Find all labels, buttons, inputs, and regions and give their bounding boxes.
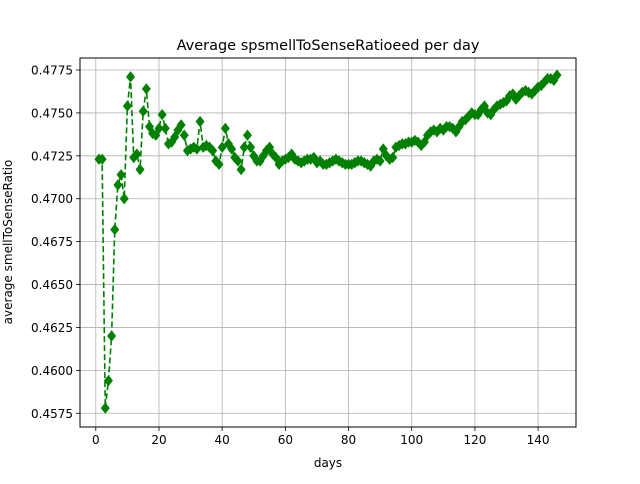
data-point-marker: [132, 148, 142, 160]
data-point-marker: [419, 136, 429, 148]
data-point-marker: [116, 169, 126, 181]
data-point-marker: [119, 193, 129, 205]
data-point-marker: [552, 69, 562, 81]
data-point-marker: [141, 83, 151, 95]
grid-lines: [80, 58, 576, 427]
y-tick-label: 0.4700: [31, 192, 73, 206]
y-tick-label: 0.4600: [31, 364, 73, 378]
data-point-marker: [138, 105, 148, 117]
data-point-marker: [233, 155, 243, 167]
data-point-marker: [227, 143, 237, 155]
plot-frame: [79, 57, 577, 428]
x-tick-label: 0: [92, 433, 100, 447]
x-axis-label: days: [314, 456, 342, 470]
y-tick-label: 0.4675: [31, 235, 73, 249]
y-tick-label: 0.4575: [31, 407, 73, 421]
data-point-marker: [100, 402, 110, 414]
chart-title: Average spsmellToSenseRatioeed per day: [177, 38, 480, 54]
data-point-marker: [479, 100, 489, 112]
data-point-marker: [122, 100, 132, 112]
data-point-marker: [176, 119, 186, 131]
data-point-marker: [97, 153, 107, 165]
x-tick-label: 120: [463, 433, 486, 447]
data-point-marker: [157, 108, 167, 121]
y-tick-label: 0.4625: [31, 321, 73, 335]
data-point-marker: [214, 158, 224, 171]
data-point-marker: [110, 223, 120, 236]
data-point-marker: [239, 141, 249, 153]
data-point-marker: [208, 145, 218, 157]
data-point-marker: [220, 122, 230, 135]
y-tick-label: 0.4775: [31, 64, 73, 78]
y-tick-label: 0.4725: [31, 149, 73, 163]
data-point-marker: [160, 122, 170, 135]
data-point-marker: [217, 141, 227, 153]
axis-ticks: 0 20 40 60 80 100 120 140 0.4575 0.4600 0.4625 0.46…: [31, 64, 550, 447]
y-tick-label: 0.4750: [31, 106, 73, 120]
data-point-marker: [236, 163, 246, 176]
data-point-marker: [179, 129, 189, 141]
data-point-marker: [265, 141, 275, 153]
x-tick-label: 80: [341, 433, 356, 447]
data-point-marker: [375, 155, 385, 167]
data-point-marker: [271, 151, 281, 164]
data-point-marker: [242, 129, 252, 141]
data-point-marker: [113, 179, 123, 191]
x-tick-label: 20: [151, 433, 166, 447]
data-point-marker: [170, 131, 180, 143]
x-tick-label: 140: [527, 433, 550, 447]
data-point-marker: [195, 115, 205, 128]
data-point-marker: [378, 143, 388, 155]
data-point-marker: [246, 141, 256, 153]
x-tick-label: 40: [215, 433, 230, 447]
data-point-marker: [135, 163, 145, 176]
y-axis-label: average smellToSenseRatio: [1, 160, 15, 325]
data-point-marker: [107, 330, 117, 342]
data-point-marker: [154, 122, 164, 135]
x-tick-label: 60: [278, 433, 293, 447]
data-point-marker: [144, 121, 155, 133]
y-tick-label: 0.4650: [31, 278, 73, 292]
series-layer: [94, 69, 562, 414]
data-point-marker: [103, 375, 113, 387]
data-point-marker: [388, 151, 398, 164]
data-point-marker: [151, 129, 161, 141]
data-point-marker: [126, 71, 136, 83]
x-tick-label: 100: [400, 433, 423, 447]
